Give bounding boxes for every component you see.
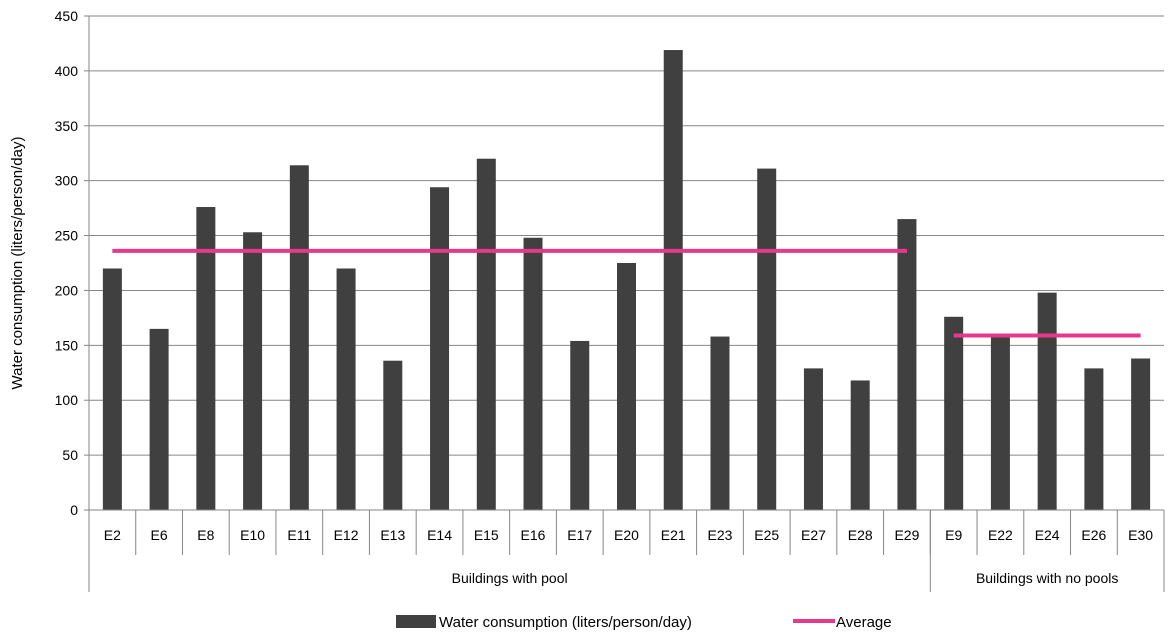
y-tick-label-50: 50 xyxy=(62,447,78,463)
bar-E15 xyxy=(476,158,496,510)
x-tick-label-E29: E29 xyxy=(894,527,919,543)
x-tick-label-E11: E11 xyxy=(287,527,311,543)
x-tick-label-E12: E12 xyxy=(334,527,359,543)
bar-E27 xyxy=(803,368,823,510)
y-tick-label-450: 450 xyxy=(55,8,79,24)
legend-label-water-consumption: Water consumption (liters/person/day) xyxy=(439,614,692,631)
x-tick-label-E6: E6 xyxy=(151,527,168,543)
x-tick-label-E16: E16 xyxy=(521,527,546,543)
bar-E23 xyxy=(710,336,730,510)
legend-swatch-water-consumption xyxy=(396,615,436,628)
x-tick-label-E23: E23 xyxy=(708,527,733,543)
x-tick-label-E14: E14 xyxy=(427,527,452,543)
y-tick-label-0: 0 xyxy=(70,502,78,518)
legend: Water consumption (liters/person/day) Av… xyxy=(396,614,892,631)
average-lines xyxy=(112,248,1141,338)
x-tick-label-E10: E10 xyxy=(240,527,265,543)
x-axis: E2 E6 E8 E10 E11 E12 E13 E14 E15 E16 E17 E20 E21 E23 E… xyxy=(88,509,1165,592)
y-tick-label-350: 350 xyxy=(55,118,79,134)
y-tick-label-250: 250 xyxy=(55,228,79,244)
x-tick-label-E8: E8 xyxy=(197,527,214,543)
x-tick-label-E15: E15 xyxy=(474,527,499,543)
x-tick-label-E25: E25 xyxy=(754,527,779,543)
x-tick-label-E2: E2 xyxy=(104,527,121,543)
x-tick-label-E28: E28 xyxy=(848,527,873,543)
x-tick-label-E20: E20 xyxy=(614,527,639,543)
x-tick-label-E21: E21 xyxy=(661,527,686,543)
y-tick-label-300: 300 xyxy=(55,173,79,189)
x-tick-label-E13: E13 xyxy=(380,527,405,543)
bar-E17 xyxy=(570,340,590,510)
bar-E6 xyxy=(149,328,169,510)
bar-E28 xyxy=(850,380,870,510)
bars xyxy=(102,50,1151,511)
bar-E9 xyxy=(944,316,964,510)
y-tick-label-400: 400 xyxy=(55,63,79,79)
x-tick-label-E24: E24 xyxy=(1035,527,1060,543)
bar-E12 xyxy=(336,268,356,510)
x-tick-label-E30: E30 xyxy=(1128,527,1153,543)
bar-E21 xyxy=(663,50,683,510)
y-axis-label: Water consumption (liters/person/day) xyxy=(9,137,26,390)
x-tick-label-E22: E22 xyxy=(988,527,1013,543)
bar-E25 xyxy=(757,168,777,510)
y-tick-label-100: 100 xyxy=(55,392,79,408)
bar-E2 xyxy=(102,268,122,510)
bar-E8 xyxy=(196,207,216,510)
bar-E20 xyxy=(617,263,636,510)
x-group-label-1: Buildings with no pools xyxy=(976,570,1118,586)
y-axis: 0 50 100 150 200 250 300 350 400 450 xyxy=(55,8,90,518)
bar-E24 xyxy=(1037,292,1057,510)
bar-E22 xyxy=(990,336,1010,510)
bar-E26 xyxy=(1084,368,1104,510)
y-tick-label-150: 150 xyxy=(55,337,79,353)
x-tick-label-E17: E17 xyxy=(567,527,592,543)
bar-E16 xyxy=(523,237,543,511)
bar-E29 xyxy=(897,219,917,511)
legend-label-average: Average xyxy=(836,614,892,631)
x-group-label-0: Buildings with pool xyxy=(452,570,568,586)
bar-E10 xyxy=(243,232,263,511)
y-tick-label-200: 200 xyxy=(55,282,79,298)
x-tick-label-E9: E9 xyxy=(945,527,962,543)
bar-E14 xyxy=(430,187,450,510)
bar-E11 xyxy=(289,165,309,510)
x-tick-label-E26: E26 xyxy=(1081,527,1106,543)
bar-E30 xyxy=(1131,358,1151,510)
x-tick-label-E27: E27 xyxy=(801,527,826,543)
bar-E13 xyxy=(383,360,403,510)
